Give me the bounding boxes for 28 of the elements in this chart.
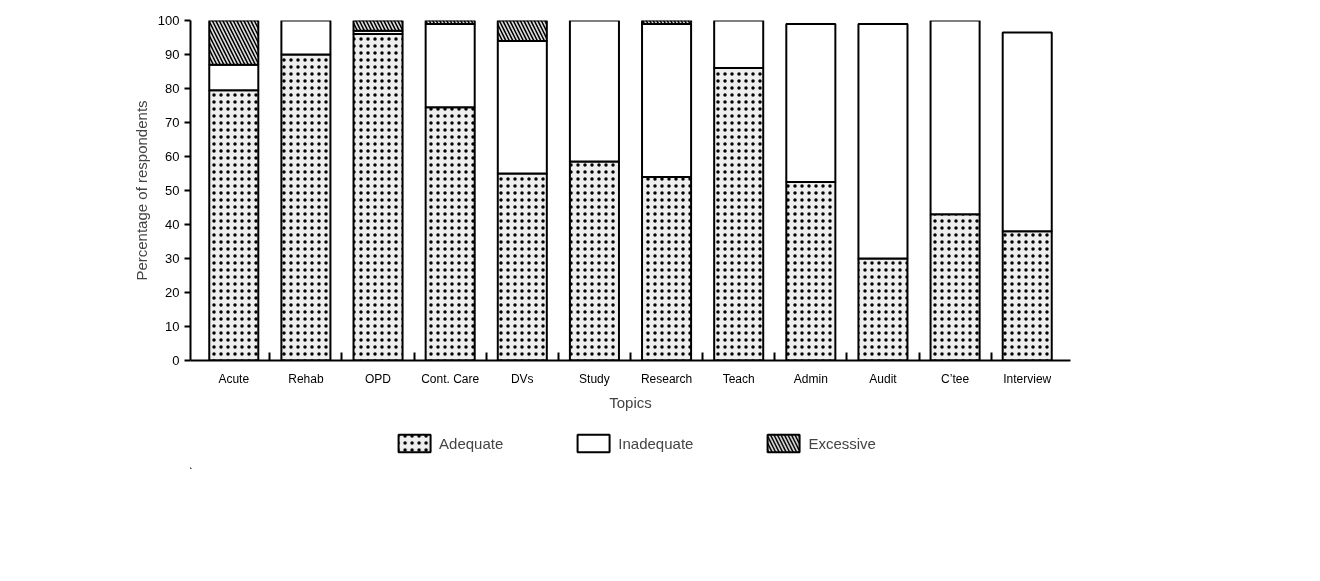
y-tick-label: 10 [165,319,180,334]
legend-label: Excessive [808,434,876,452]
legend-label: Inadequate [618,434,694,452]
y-tick-label: 0 [172,353,180,368]
x-tick-label: Interview [1003,371,1052,386]
y-tick-label: 70 [165,115,180,130]
x-tick-label: Audit [869,371,898,386]
x-tick-label: Study [579,371,610,386]
x-axis-title: Topics [609,393,652,411]
x-tick-label: Rehab [288,371,324,386]
x-tick-label: Admin [793,371,828,386]
y-tick-label: 90 [165,47,180,62]
y-tick-label: 60 [165,149,180,164]
x-tick-label: OPD [365,371,392,386]
y-axis-title: Percentage of respondents [132,100,150,281]
y-tick-label: 50 [165,183,180,198]
y-tick-label: 30 [165,251,180,266]
x-tick-label: Acute [218,371,250,386]
y-tick-label: 100 [157,13,180,28]
y-tick-label: 20 [165,285,180,300]
x-tick-label: Teach [722,371,755,386]
legend-label: Adequate [439,434,504,452]
x-tick-label: Cont. Care [421,371,480,386]
y-tick-label: 80 [165,81,180,96]
x-tick-label: C’tee [941,371,970,386]
y-tick-label: 40 [165,217,180,232]
x-tick-label: Research [640,371,693,386]
x-tick-label: DVs [510,371,534,386]
